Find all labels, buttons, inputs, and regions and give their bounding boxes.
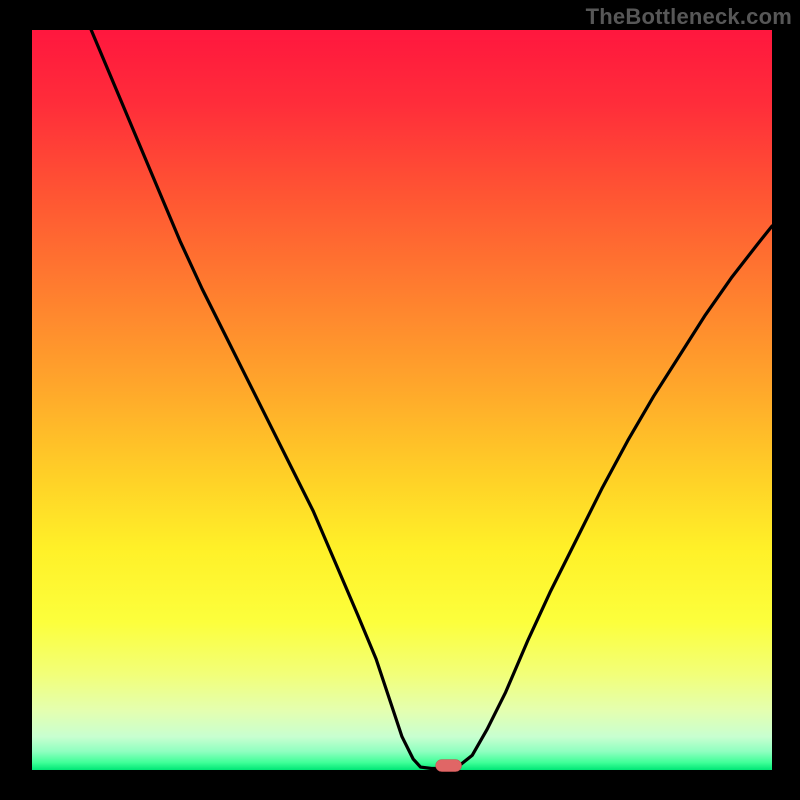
optimal-point-marker bbox=[436, 760, 462, 772]
plot-gradient-area bbox=[32, 30, 772, 770]
watermark-text: TheBottleneck.com bbox=[586, 4, 792, 30]
bottleneck-curve-chart bbox=[0, 0, 800, 800]
chart-container: TheBottleneck.com bbox=[0, 0, 800, 800]
